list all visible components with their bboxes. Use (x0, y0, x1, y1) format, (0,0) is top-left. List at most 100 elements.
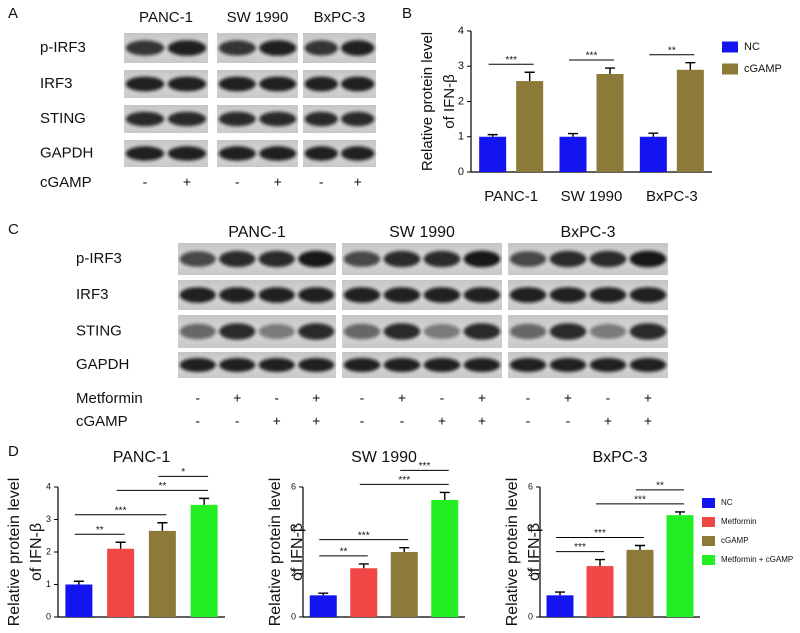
y-axis-label: of IFN-β (28, 523, 45, 581)
significance-label: ** (96, 525, 104, 536)
error-bar (685, 62, 696, 70)
band (629, 250, 667, 268)
error-bar (73, 580, 84, 585)
y-tick-label: 4 (458, 25, 464, 37)
treatment-sign: - (566, 413, 571, 429)
treatment-label: Metformin (76, 390, 143, 407)
band (259, 40, 297, 56)
band (219, 287, 256, 303)
error-bar (605, 67, 615, 75)
protein-label: IRF3 (76, 286, 109, 303)
error-bar (439, 491, 450, 500)
treatment-sign: - (319, 174, 324, 190)
band (298, 287, 335, 303)
band (304, 40, 339, 56)
band (125, 40, 165, 56)
bar (546, 595, 574, 617)
band (298, 323, 335, 340)
chart-title: BxPC-3 (592, 449, 647, 466)
band (423, 324, 461, 339)
treatment-sign: + (478, 413, 486, 429)
treatment-sign: + (564, 390, 572, 406)
protein-label: STING (40, 110, 86, 127)
error-bar (568, 132, 578, 137)
band (167, 146, 207, 161)
y-tick-label: 0 (458, 166, 464, 178)
band (258, 324, 295, 339)
y-axis-label: of IFN-β (441, 74, 458, 129)
bar (190, 504, 218, 617)
legend-label: NC (721, 498, 733, 507)
band (629, 358, 667, 372)
band (218, 76, 256, 92)
significance-label: * (181, 467, 185, 478)
significance-label: *** (586, 51, 598, 62)
band (589, 358, 627, 372)
treatment-sign: + (644, 413, 652, 429)
band (298, 358, 335, 372)
protein-label: GAPDH (76, 356, 129, 373)
bar (390, 552, 418, 617)
band (218, 40, 256, 56)
significance-label: ** (668, 45, 676, 56)
treatment-sign: + (273, 413, 281, 429)
y-tick-label: 1 (458, 131, 464, 143)
cell-line-label: BxPC-3 (560, 224, 615, 241)
error-bar (635, 544, 645, 550)
treatment-sign: - (526, 413, 531, 429)
band (549, 323, 587, 340)
band (298, 250, 335, 268)
band (423, 287, 461, 303)
band (167, 76, 207, 92)
treatment-sign: - (360, 390, 365, 406)
band (304, 111, 339, 127)
error-bar (318, 592, 329, 596)
legend-swatch (702, 517, 715, 527)
treatment-sign: - (235, 413, 240, 429)
error-bar (487, 133, 498, 137)
error-bar (399, 546, 410, 552)
treatment-label: cGAMP (76, 413, 128, 430)
treatment-sign: + (274, 174, 282, 190)
significance-label: *** (398, 475, 410, 486)
y-tick-label: 0 (528, 611, 533, 621)
y-axis-label: Relative protein level (419, 32, 436, 171)
treatment-sign: - (235, 174, 240, 190)
band (167, 40, 207, 56)
band (383, 323, 421, 340)
band (509, 323, 547, 340)
treatment-sign: - (526, 390, 531, 406)
band (219, 358, 256, 372)
band (304, 76, 339, 92)
y-axis-label: Relative protein level (6, 478, 23, 627)
y-tick-label: 3 (46, 514, 51, 524)
y-axis-label: Relative protein level (267, 478, 284, 627)
cell-line-label: PANC-1 (139, 9, 193, 26)
legend-swatch (702, 555, 715, 565)
legend-swatch (722, 63, 738, 75)
band (463, 250, 501, 268)
band (179, 323, 216, 340)
band (219, 250, 256, 268)
band (258, 287, 295, 303)
band (549, 250, 587, 268)
treatment-sign: + (183, 174, 191, 190)
y-tick-label: 4 (528, 525, 533, 535)
significance-label: *** (634, 495, 646, 506)
bar (107, 548, 135, 617)
protein-label: p-IRF3 (40, 39, 86, 56)
y-tick-label: 6 (528, 481, 533, 491)
band (259, 76, 297, 92)
significance-label: *** (358, 530, 370, 541)
protein-label: STING (76, 322, 122, 339)
band (629, 323, 667, 340)
legend-label: Metformin + cGAMP (721, 555, 793, 564)
y-tick-label: 2 (46, 546, 51, 556)
protein-label: p-IRF3 (76, 250, 122, 267)
y-tick-label: 6 (291, 481, 296, 491)
error-bar (358, 563, 369, 569)
treatment-sign: + (438, 413, 446, 429)
x-tick-label: SW 1990 (561, 188, 623, 205)
x-tick-label: BxPC-3 (646, 188, 698, 205)
